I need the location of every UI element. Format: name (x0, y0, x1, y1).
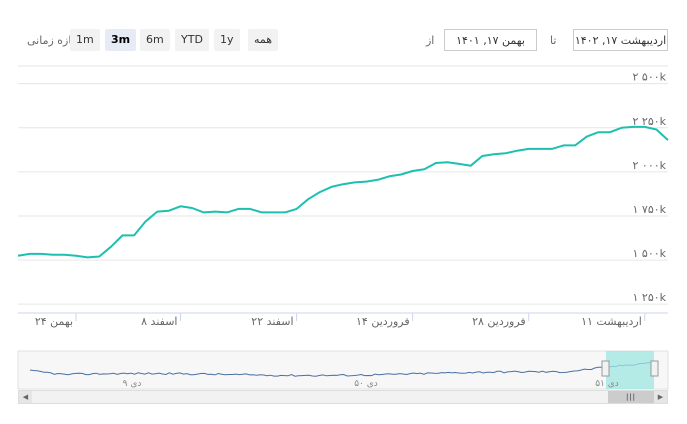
y-tick-label: ۲ ۲۵۰k (633, 115, 667, 128)
range-button-6m[interactable]: 6m (140, 29, 170, 51)
navigator-scrollbar[interactable]: ◀ ||| ▶ (18, 390, 668, 404)
range-button-ytd[interactable]: YTD (175, 29, 209, 51)
scroll-left-icon[interactable]: ◀ (19, 391, 32, 403)
x-tick-label: بهمن ۲۴ (35, 315, 73, 328)
scroll-right-icon[interactable]: ▶ (654, 391, 667, 403)
navigator-handle-left[interactable] (601, 360, 610, 377)
x-tick-label: اسفند ۸ (141, 315, 177, 328)
x-tick-label: اردیبهشت ۱۱ (581, 315, 642, 328)
scrollbar-thumb[interactable]: ||| (608, 391, 654, 403)
y-tick-label: ۱ ۵۰۰k (633, 247, 667, 260)
y-tick-label: ۲ ۰۰۰k (633, 159, 667, 172)
navigator-handle-right[interactable] (650, 360, 659, 377)
navigator-selection[interactable] (606, 351, 654, 389)
from-label: از (426, 34, 435, 47)
navigator-line (29, 361, 655, 377)
navigator-label: دی ۵۰ (354, 379, 378, 389)
from-date-input[interactable]: بهمن ۱۷, ۱۴۰۱ (444, 29, 537, 51)
to-date-input[interactable]: اردیبهشت ۱۷, ۱۴۰۲ (573, 29, 668, 51)
y-tick-label: ۱ ۷۵۰k (633, 203, 667, 216)
price-line (17, 125, 669, 259)
range-button-1m[interactable]: 1m (70, 29, 100, 51)
range-selector: بازه زمانی 1m 3m 6m YTD 1y همه از بهمن ۱… (0, 28, 687, 54)
range-button-all[interactable]: همه (248, 29, 279, 51)
x-tick-label: اسفند ۲۲ (251, 315, 293, 328)
navigator-label: دی ۵۱ (595, 379, 619, 389)
navigator: دی ۹ دی ۵۰ دی ۵۱ (17, 350, 669, 390)
y-tick-label: ۱ ۲۵۰k (633, 291, 667, 304)
zoom-label: بازه زمانی (27, 34, 75, 47)
y-tick-label: ۲ ۵۰۰k (633, 71, 667, 84)
navigator-label: دی ۹ (123, 379, 142, 389)
to-label: تا (550, 34, 557, 47)
x-tick-label: فروردین ۱۴ (356, 315, 410, 328)
range-button-1y[interactable]: 1y (214, 29, 240, 51)
range-button-3m[interactable]: 3m (105, 29, 137, 51)
x-tick-label: فروردین ۲۸ (472, 315, 526, 328)
